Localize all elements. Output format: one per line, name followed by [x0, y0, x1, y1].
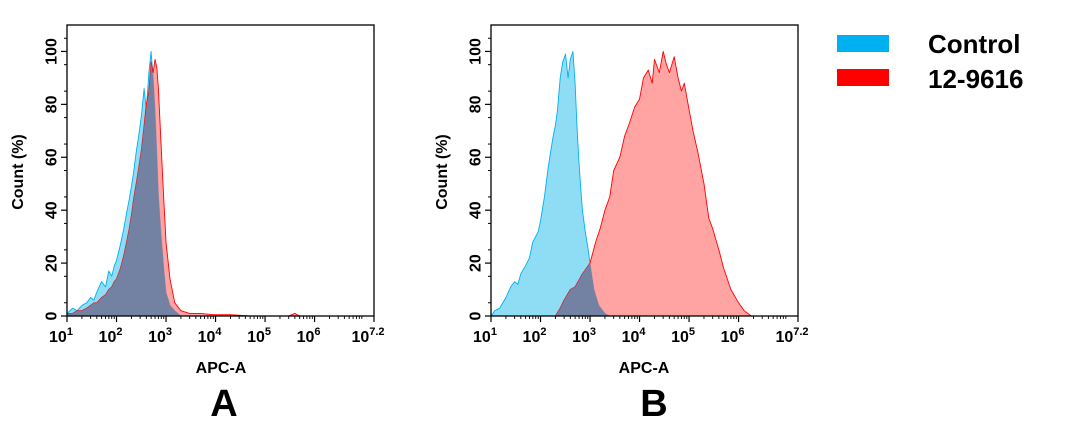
x-tick-label-b-6: 107.2 — [775, 326, 808, 346]
x-tick-label-b-4: 105 — [671, 326, 695, 346]
legend: Control 12-9616 — [837, 29, 1023, 94]
x-tick-label-a-0: 101 — [49, 326, 73, 346]
y-tick-label-b-40: 40 — [468, 201, 485, 219]
x-tick-label-a-1: 102 — [99, 326, 123, 346]
panel-label-a: A — [210, 383, 237, 425]
x-tick-label-a-2: 103 — [148, 326, 172, 346]
x-tick-label-a-4: 105 — [247, 326, 271, 346]
x-tick-label-a-6: 107.2 — [351, 326, 384, 346]
y-tick-label-a-0: 0 — [44, 311, 61, 320]
x-axis-title-a: APC-A — [196, 360, 247, 377]
y-tick-label-b-100: 100 — [468, 38, 485, 65]
overlap-area-a — [67, 62, 374, 316]
legend-swatch-12-9616 — [837, 69, 889, 86]
y-axis-title-b: Count (%) — [434, 134, 451, 210]
chart-panel-b: 0 20 40 60 80 100 101 102 103 104 105 106 107.2 APC-… — [434, 24, 809, 425]
y-tick-label-b-80: 80 — [468, 95, 485, 113]
series-area-control-b — [490, 51, 611, 317]
plot-area-b: 0 20 40 60 80 100 101 102 103 104 105 106 107.2 — [468, 24, 809, 346]
y-tick-label-a-20: 20 — [44, 254, 61, 272]
legend-label-12-9616: 12-9616 — [928, 64, 1023, 94]
x-tick-label-a-3: 104 — [198, 326, 223, 346]
legend-swatch-control — [837, 35, 889, 52]
legend-label-control: Control — [928, 29, 1020, 59]
y-tick-label-a-80: 80 — [44, 95, 61, 113]
series-area-12-9616-b — [554, 51, 752, 317]
x-tick-label-b-0: 101 — [473, 326, 497, 346]
y-tick-label-b-20: 20 — [468, 254, 485, 272]
plot-area-a: 0 20 40 60 80 100 101 102 103 104 105 106 107.2 — [44, 24, 385, 346]
x-tick-label-b-3: 104 — [622, 326, 647, 346]
y-tick-label-a-60: 60 — [44, 148, 61, 166]
y-tick-label-b-0: 0 — [468, 311, 485, 320]
y-tick-label-a-40: 40 — [44, 201, 61, 219]
x-tick-label-a-5: 106 — [297, 326, 321, 346]
y-tick-label-a-100: 100 — [44, 38, 61, 65]
x-tick-label-b-1: 102 — [523, 326, 547, 346]
panel-label-b: B — [640, 383, 667, 425]
x-axis-title-b: APC-A — [619, 360, 670, 377]
x-tick-label-b-2: 103 — [572, 326, 596, 346]
y-tick-label-b-60: 60 — [468, 148, 485, 166]
y-axis-title-a: Count (%) — [10, 134, 27, 210]
chart-panel-a: 0 20 40 60 80 100 101 102 103 104 105 106 107.2 APC-… — [10, 24, 385, 425]
x-tick-label-b-5: 106 — [721, 326, 745, 346]
